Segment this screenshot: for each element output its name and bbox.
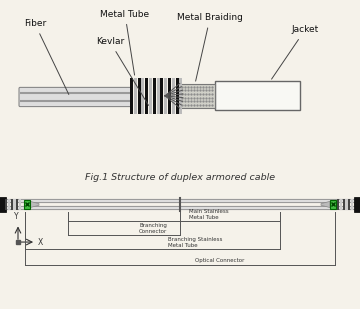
Bar: [340, 199, 342, 210]
Text: Main Stainless
Metal Tube: Main Stainless Metal Tube: [189, 210, 229, 220]
Bar: [16, 199, 18, 210]
Text: Metal Tube: Metal Tube: [100, 10, 149, 75]
Bar: [19, 199, 21, 210]
Text: Branching Stainless
Metal Tube: Branching Stainless Metal Tube: [167, 237, 222, 248]
Bar: [24, 200, 30, 209]
Bar: [337, 199, 339, 210]
Polygon shape: [179, 78, 183, 114]
Polygon shape: [149, 78, 152, 114]
Text: X: X: [38, 238, 43, 247]
Polygon shape: [161, 78, 163, 114]
Text: Kevlar: Kevlar: [96, 37, 149, 105]
Polygon shape: [164, 78, 167, 114]
Polygon shape: [138, 78, 141, 114]
Text: Branching
Connector: Branching Connector: [139, 223, 167, 234]
Polygon shape: [145, 78, 148, 114]
Bar: [354, 197, 360, 212]
Polygon shape: [172, 78, 175, 114]
Text: Y: Y: [14, 213, 18, 222]
Text: Metal Braiding: Metal Braiding: [177, 14, 243, 81]
Bar: [345, 199, 348, 210]
Bar: [215, 81, 300, 110]
Text: Jacket: Jacket: [271, 25, 319, 79]
Text: Fig.1 Structure of duplex armored cable: Fig.1 Structure of duplex armored cable: [85, 173, 275, 182]
Bar: [0, 197, 6, 212]
Bar: [5, 199, 7, 210]
Polygon shape: [134, 78, 137, 114]
Polygon shape: [153, 78, 156, 114]
Text: Optical Connector: Optical Connector: [195, 258, 244, 264]
Bar: [8, 199, 10, 210]
Bar: [330, 200, 336, 209]
Bar: [10, 199, 13, 210]
Polygon shape: [176, 78, 179, 114]
Polygon shape: [157, 78, 159, 114]
FancyBboxPatch shape: [19, 87, 131, 107]
Polygon shape: [130, 78, 133, 114]
Text: Fiber: Fiber: [24, 19, 69, 95]
Bar: [351, 199, 353, 210]
Polygon shape: [30, 201, 39, 208]
Bar: [348, 199, 350, 210]
Polygon shape: [141, 78, 144, 114]
Bar: [13, 199, 15, 210]
Bar: [180, 84, 215, 108]
Polygon shape: [168, 78, 171, 114]
Bar: [343, 199, 345, 210]
Polygon shape: [321, 201, 330, 208]
